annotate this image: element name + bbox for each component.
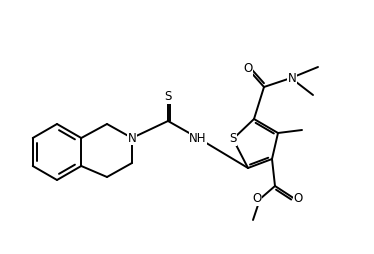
Text: S: S [164, 90, 172, 103]
Text: O: O [293, 193, 303, 205]
Text: O: O [252, 193, 262, 205]
Text: N: N [128, 132, 137, 145]
Text: NH: NH [189, 132, 207, 145]
Text: O: O [243, 62, 252, 75]
Text: N: N [288, 71, 296, 85]
Text: S: S [229, 133, 237, 146]
